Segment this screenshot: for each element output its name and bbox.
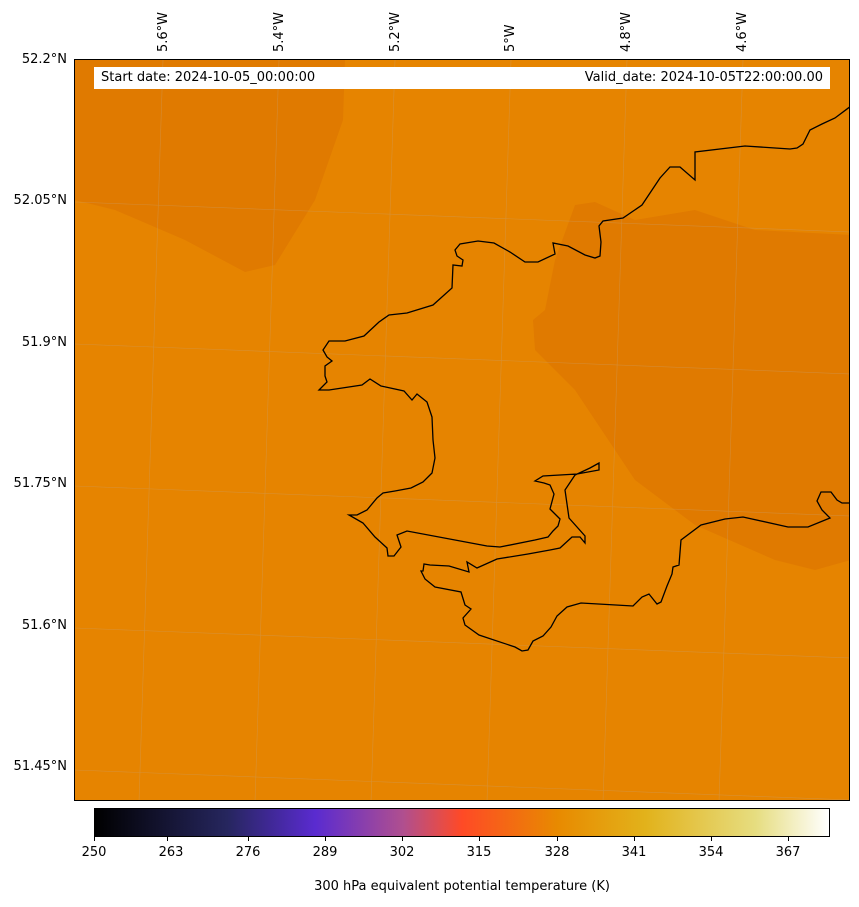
latitude-label: 51.45°N (13, 759, 67, 774)
latitude-label: 51.75°N (13, 476, 67, 491)
colorbar-tick (711, 837, 712, 841)
colorbar-gradient (94, 808, 830, 837)
colorbar-tick-label: 263 (158, 845, 184, 860)
map-canvas (75, 60, 849, 800)
longitude-label: 4.8°W (619, 11, 634, 52)
latitude-label: 52.2°N (21, 52, 67, 67)
longitude-label: 5.2°W (388, 11, 403, 52)
colorbar-tick-label: 276 (235, 845, 261, 860)
start-date-text: Start date: 2024-10-05_00:00:00 (101, 70, 316, 85)
valid-date-text: Valid_date: 2024-10-05T22:00:00.00 (584, 70, 823, 85)
coastline (317, 106, 849, 652)
colorbar-tick (788, 837, 789, 841)
longitude-label: 5.6°W (156, 11, 171, 52)
longitude-label: 4.6°W (735, 11, 750, 52)
warm-patch-northwest (75, 60, 345, 272)
colorbar-tick-label: 289 (312, 845, 338, 860)
graticule (75, 60, 849, 800)
colorbar-tick-label: 354 (698, 845, 724, 860)
latitude-label: 51.9°N (21, 335, 67, 350)
colorbar-tick (557, 837, 558, 841)
colorbar-tick-label: 367 (775, 845, 801, 860)
colorbar-tick (325, 837, 326, 841)
colorbar-tick (94, 837, 95, 841)
longitude-label: 5°W (503, 24, 518, 52)
colorbar-tick (479, 837, 480, 841)
colorbar-tick (248, 837, 249, 841)
colorbar-tick-label: 315 (466, 845, 492, 860)
colorbar-tick (402, 837, 403, 841)
colorbar-tick-label: 302 (389, 845, 415, 860)
colorbar-tick-label: 250 (81, 845, 107, 860)
colorbar-tick-label: 328 (544, 845, 570, 860)
date-info-box: Start date: 2024-10-05_00:00:00 Valid_da… (94, 67, 830, 89)
colorbar-title: 300 hPa equivalent potential temperature… (314, 879, 610, 894)
colorbar-tick (634, 837, 635, 841)
longitude-label: 5.4°W (272, 11, 287, 52)
colorbar-tick-label: 341 (621, 845, 647, 860)
latitude-label: 52.05°N (13, 193, 67, 208)
map-panel (74, 59, 850, 801)
warm-patch-east (533, 202, 849, 570)
colorbar-tick (167, 837, 168, 841)
latitude-label: 51.6°N (21, 618, 67, 633)
